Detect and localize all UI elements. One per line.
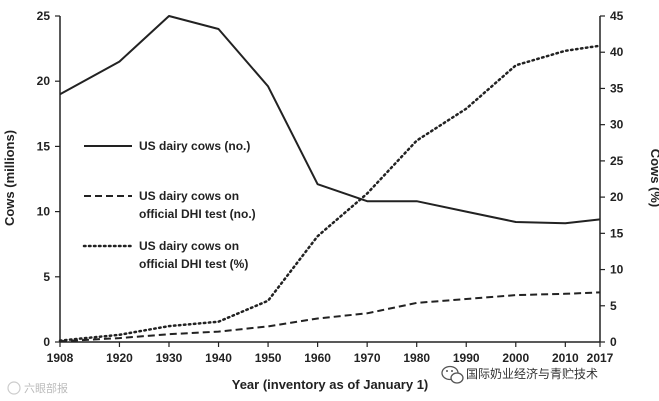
x-tick-label: 1960 [304, 351, 331, 365]
watermark-right-text: 国际奶业经济与青贮技术 [466, 366, 598, 381]
x-tick-label: 2000 [502, 351, 529, 365]
y-right-tick-label: 10 [610, 263, 624, 277]
x-tick-label: 2017 [587, 351, 614, 365]
x-tick-label: 2010 [552, 351, 579, 365]
x-tick-label: 1908 [47, 351, 74, 365]
legend: US dairy cows (no.) US dairy cows on off… [82, 139, 256, 271]
x-axis-ticks: 1908 1920 1930 1940 1950 1960 1970 1980 1990 2000… [47, 342, 614, 365]
legend-label-dhi-no-line2: official DHI test (no.) [139, 207, 256, 221]
watermark-left: 六眼部报 [7, 381, 68, 395]
y-right-tick-label: 20 [610, 190, 624, 204]
x-tick-label: 1930 [156, 351, 183, 365]
y-right-tick-label: 0 [610, 335, 617, 349]
series-us-dairy-cows-line [59, 15, 601, 225]
y-axis-right-label: Cows (%) [648, 149, 659, 208]
y-left-tick-label: 15 [37, 139, 51, 153]
y-left-tick-label: 20 [37, 74, 51, 88]
legend-label-dhi-pct-line1: US dairy cows on [139, 239, 239, 253]
y-left-tick-label: 0 [43, 335, 50, 349]
y-left-tick-label: 25 [37, 9, 51, 23]
y-axis-left-label: Cows (millions) [2, 130, 17, 226]
x-axis-label: Year (inventory as of January 1) [232, 377, 429, 392]
y-right-tick-label: 30 [610, 118, 624, 132]
legend-label-dhi-pct-line2: official DHI test (%) [139, 257, 248, 271]
x-tick-label: 1970 [354, 351, 381, 365]
x-tick-label: 1920 [106, 351, 133, 365]
x-tick-label: 1940 [205, 351, 232, 365]
y-right-tick-label: 15 [610, 226, 624, 240]
x-tick-label: 1980 [403, 351, 430, 365]
watermarks: 六眼部报 国际奶业经济与青贮技术 [7, 365, 598, 395]
y-axis-left-ticks: 0 5 10 15 20 25 [37, 9, 60, 349]
x-tick-label: 1950 [255, 351, 282, 365]
y-right-tick-label: 25 [610, 154, 624, 168]
legend-label-dhi-no-line1: US dairy cows on [139, 189, 239, 203]
axes [59, 16, 601, 343]
watermark-left-logo-icon [7, 381, 21, 395]
x-tick-label: 1990 [453, 351, 480, 365]
y-left-tick-label: 5 [43, 270, 50, 284]
y-right-tick-label: 45 [610, 9, 624, 23]
watermark-right: 国际奶业经济与青贮技术 [441, 365, 598, 384]
y-right-tick-label: 5 [610, 299, 617, 313]
series-dhi-cows-count-line [59, 291, 601, 343]
wechat-icon [441, 365, 464, 384]
watermark-left-text: 六眼部报 [24, 381, 68, 395]
y-axis-right-ticks: 0 5 10 15 20 25 30 35 40 45 [600, 9, 624, 349]
series-dhi-cows-percent-line [58, 44, 602, 342]
y-right-tick-label: 35 [610, 81, 624, 95]
series-group [58, 15, 602, 343]
y-right-tick-label: 40 [610, 45, 624, 59]
legend-label-us-dairy-cows: US dairy cows (no.) [139, 139, 250, 153]
y-left-tick-label: 10 [37, 205, 51, 219]
